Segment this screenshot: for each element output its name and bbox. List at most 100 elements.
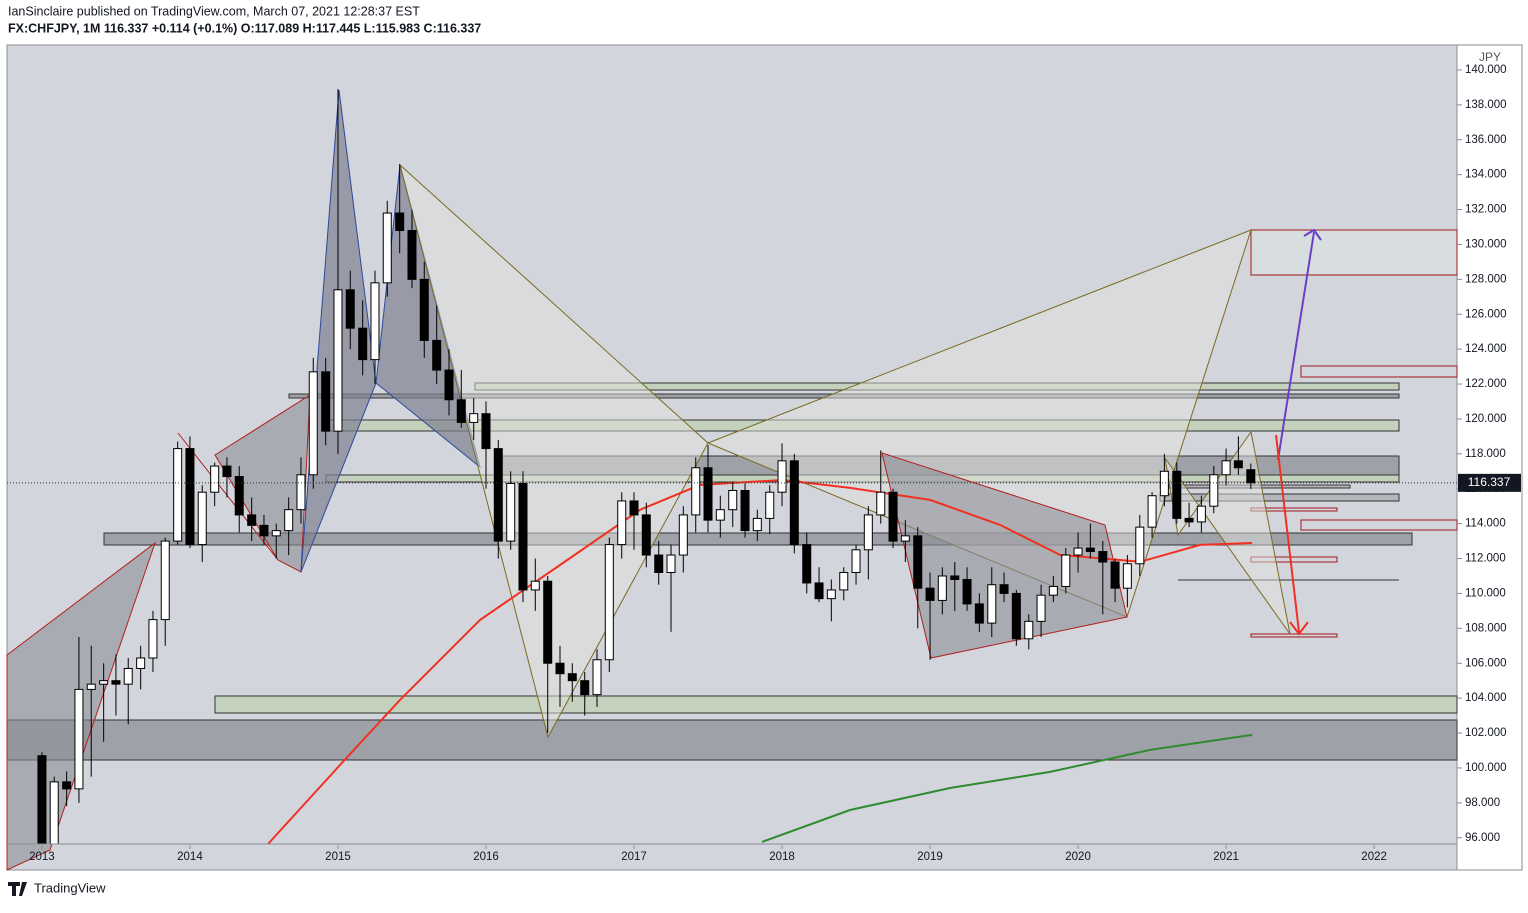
candle-body: [715, 509, 725, 521]
candle-body: [999, 584, 1009, 594]
y-tick-label: 130.000: [1465, 238, 1507, 250]
candle-body: [555, 662, 565, 675]
candle-body: [259, 524, 269, 537]
candle-body: [99, 680, 109, 685]
candle-body: [296, 474, 306, 511]
last-price-box: [1458, 473, 1521, 492]
candle-body: [752, 517, 762, 532]
marks: [7, 89, 1457, 845]
candle-body: [86, 683, 96, 690]
candle-body: [1184, 517, 1194, 523]
y-tick-label: 128.000: [1465, 273, 1507, 285]
candle-body: [345, 289, 355, 329]
candle-body: [1085, 547, 1095, 553]
candle-body: [407, 229, 417, 280]
x-tick-label: 2016: [473, 851, 499, 863]
candle-body: [962, 578, 972, 605]
x-tick-label: 2020: [1065, 851, 1091, 863]
candle-body: [1061, 554, 1071, 587]
y-tick-label: 102.000: [1465, 727, 1507, 739]
candle-body: [1073, 547, 1083, 556]
candle-body: [740, 489, 750, 532]
pattern: [399, 163, 709, 739]
candle-body: [937, 575, 947, 601]
candle-body: [358, 327, 368, 361]
y-tick-label: 140.000: [1465, 64, 1507, 76]
candle-body: [666, 554, 676, 573]
candle-body: [1048, 585, 1058, 596]
candle-body: [1172, 470, 1182, 519]
candle-body: [456, 399, 466, 423]
candle-body: [580, 680, 590, 696]
target-box: [1300, 519, 1458, 531]
candle-body: [678, 514, 688, 556]
y-tick-label: 120.000: [1465, 413, 1507, 425]
candle-body: [382, 212, 392, 284]
candle-body: [814, 582, 824, 600]
x-tick-label: 2018: [769, 851, 795, 863]
y-tick-label: 126.000: [1465, 308, 1507, 320]
candle-body: [765, 491, 775, 519]
arrow: [1275, 434, 1300, 633]
candle-body: [950, 575, 960, 580]
zone: [1159, 493, 1400, 502]
candle-body: [851, 549, 861, 573]
candle-body: [974, 603, 984, 624]
target-box: [1300, 365, 1458, 378]
y-tick-label: 132.000: [1465, 204, 1507, 216]
candle-body: [37, 755, 47, 845]
arrow-head: [1303, 228, 1322, 241]
zone: [214, 695, 1458, 714]
candle-body: [839, 571, 849, 591]
y-tick-label: 100.000: [1465, 762, 1507, 774]
axis-unit: JPY: [1479, 50, 1501, 64]
x-tick-label: 2019: [917, 851, 943, 863]
candle-body: [789, 460, 799, 546]
y-tick-label: 108.000: [1465, 622, 1507, 634]
candle-body: [271, 530, 281, 537]
y-tick-label: 104.000: [1465, 692, 1507, 704]
x-tick-label: 2021: [1213, 851, 1239, 863]
candle-body: [1221, 460, 1231, 476]
candle-body: [49, 781, 59, 845]
y-tick-label: 118.000: [1465, 448, 1506, 460]
candle-body: [617, 500, 627, 546]
candle-body: [543, 580, 553, 664]
byline: IanSinclaire published on TradingView.co…: [8, 4, 420, 18]
candle-body: [518, 482, 528, 591]
candle-body: [604, 544, 614, 661]
candle-body: [1135, 526, 1145, 565]
candle-body: [284, 509, 294, 532]
y-tick-label: 98.000: [1465, 797, 1500, 809]
candle-body: [148, 619, 158, 659]
candle-body: [197, 491, 207, 546]
candle-body: [222, 465, 232, 478]
target-box: [1250, 633, 1338, 638]
y-tick-label: 114.000: [1465, 518, 1506, 530]
y-tick-label: 96.000: [1465, 832, 1500, 844]
candle-body: [481, 413, 491, 450]
candle-body: [136, 657, 146, 669]
candle-body: [419, 278, 429, 341]
arrow-head: [1289, 621, 1309, 636]
price-axis: [1456, 44, 1523, 871]
candle-body: [1233, 460, 1243, 469]
y-tick-label: 136.000: [1465, 134, 1507, 146]
candle-body: [1098, 551, 1108, 563]
candle-body: [691, 467, 701, 516]
candle-body: [703, 467, 713, 521]
candle-body: [62, 781, 72, 790]
footer-brand: TradingView: [34, 880, 106, 895]
brand-logo: [8, 882, 27, 896]
candle-body: [432, 339, 442, 371]
candle-body: [567, 673, 577, 682]
candle-body: [1122, 563, 1132, 589]
candle-body: [247, 514, 257, 526]
candle-body: [863, 514, 873, 551]
x-tick-label: 2014: [177, 851, 203, 863]
candle-body: [1209, 474, 1219, 507]
candle-body: [173, 448, 183, 542]
y-tick-label: 124.000: [1465, 343, 1507, 355]
candle-body: [900, 535, 910, 542]
